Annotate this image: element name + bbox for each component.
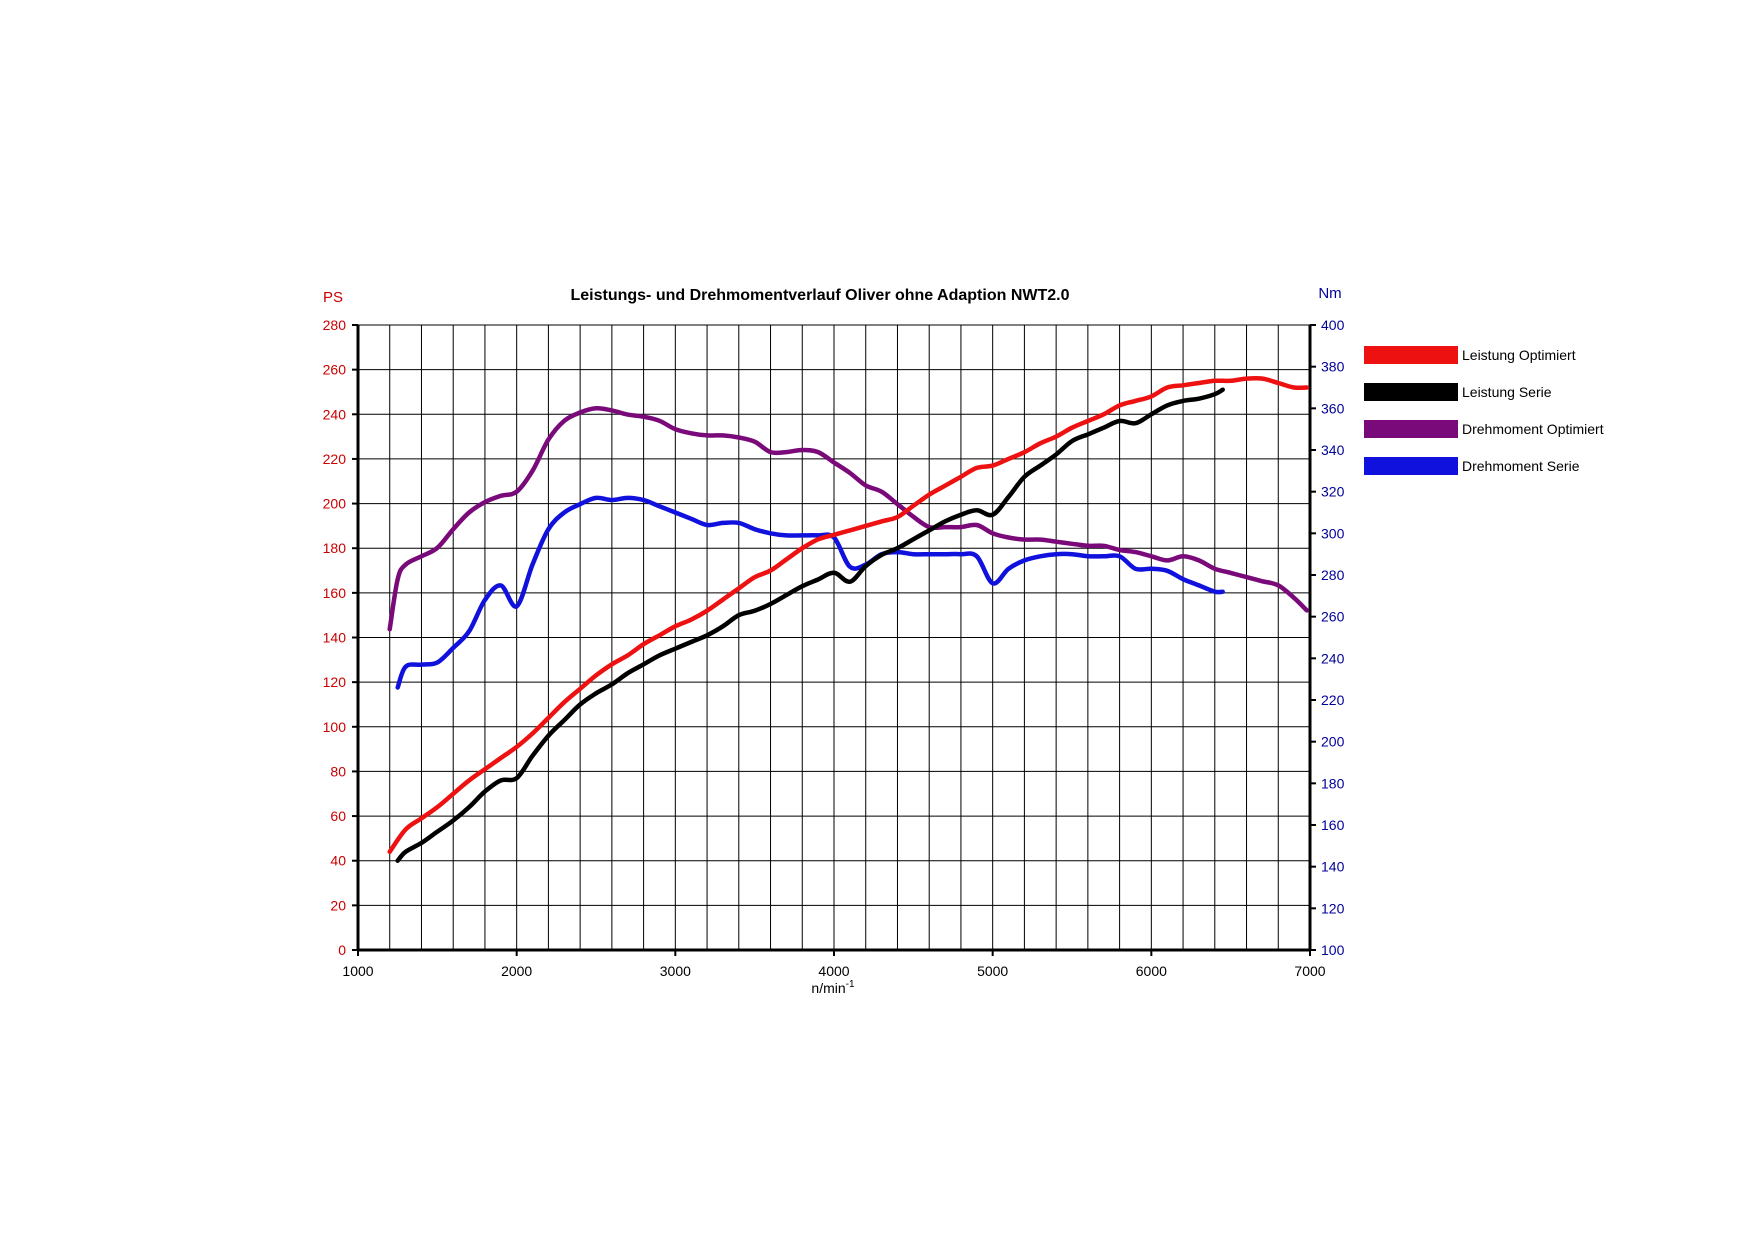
series-line-drehmoment-serie	[395, 495, 1225, 690]
x-axis-label-exponent: -1	[846, 979, 855, 990]
right-tick-label: 160	[1321, 817, 1345, 833]
legend-swatch-drehmoment-optimiert	[1364, 420, 1458, 438]
legend-swatch-drehmoment-serie	[1364, 457, 1458, 475]
x-tick-label: 6000	[1136, 963, 1167, 979]
right-tick-label: 360	[1321, 400, 1345, 416]
x-tick-label: 3000	[660, 963, 691, 979]
legend-swatch-leistung-optimiert	[1364, 346, 1458, 364]
right-tick-label: 240	[1321, 650, 1345, 666]
left-tick-label: 260	[323, 362, 347, 378]
chart-title: Leistungs- und Drehmomentverlauf Oliver …	[570, 287, 1069, 304]
right-tick-label: 220	[1321, 692, 1345, 708]
legend-swatch-leistung-serie	[1364, 383, 1458, 401]
left-tick-label: 60	[330, 808, 346, 824]
right-tick-label: 300	[1321, 525, 1345, 541]
right-tick-label: 340	[1321, 442, 1345, 458]
x-tick-label: 4000	[818, 963, 849, 979]
right-tick-label: 320	[1321, 484, 1345, 500]
right-tick-label: 400	[1321, 317, 1345, 333]
left-tick-label: 200	[323, 496, 347, 512]
right-tick-label: 200	[1321, 734, 1345, 750]
right-tick-label: 280	[1321, 567, 1345, 583]
x-tick-label: 1000	[342, 963, 373, 979]
right-tick-label: 180	[1321, 775, 1345, 791]
left-tick-label: 140	[323, 630, 347, 646]
x-axis-label: n/min-1	[811, 979, 855, 996]
x-axis-label-text: n/min	[811, 980, 845, 996]
right-tick-label: 140	[1321, 859, 1345, 875]
left-tick-label: 280	[323, 317, 347, 333]
legend-label-leistung-optimiert: Leistung Optimiert	[1462, 347, 1576, 363]
series-line-leistung-optimiert	[387, 375, 1310, 855]
right-tick-label: 380	[1321, 359, 1345, 375]
legend-label-leistung-serie: Leistung Serie	[1462, 384, 1552, 400]
left-tick-label: 100	[323, 719, 347, 735]
x-tick-label: 5000	[977, 963, 1008, 979]
right-tick-label: 260	[1321, 609, 1345, 625]
left-axis-unit: PS	[323, 289, 343, 306]
x-tick-label: 2000	[501, 963, 532, 979]
grid	[358, 324, 1310, 950]
legend-label-drehmoment-serie: Drehmoment Serie	[1462, 458, 1580, 474]
left-tick-label: 120	[323, 674, 347, 690]
left-tick-label: 80	[330, 763, 346, 779]
left-tick-label: 180	[323, 540, 347, 556]
tick-labels: 0 20 40 60 80 100 120 140 160 180 200 220 240 260 280 1…	[323, 317, 1345, 979]
left-tick-label: 220	[323, 451, 347, 467]
left-tick-label: 160	[323, 585, 347, 601]
legend: Leistung Optimiert Leistung Serie Drehmome…	[1364, 346, 1604, 475]
right-tick-label: 100	[1321, 942, 1345, 958]
right-axis-unit: Nm	[1318, 285, 1341, 302]
left-tick-label: 20	[330, 897, 346, 913]
x-tick-label: 7000	[1294, 963, 1325, 979]
series-line-drehmoment-optimiert	[387, 406, 1310, 632]
legend-label-drehmoment-optimiert: Drehmoment Optimiert	[1462, 421, 1604, 437]
right-tick-label: 120	[1321, 900, 1345, 916]
series-line-leistung-serie	[395, 387, 1225, 863]
left-tick-label: 40	[330, 853, 346, 869]
left-tick-label: 240	[323, 406, 347, 422]
series-lines	[387, 375, 1310, 863]
left-tick-label: 0	[338, 942, 346, 958]
